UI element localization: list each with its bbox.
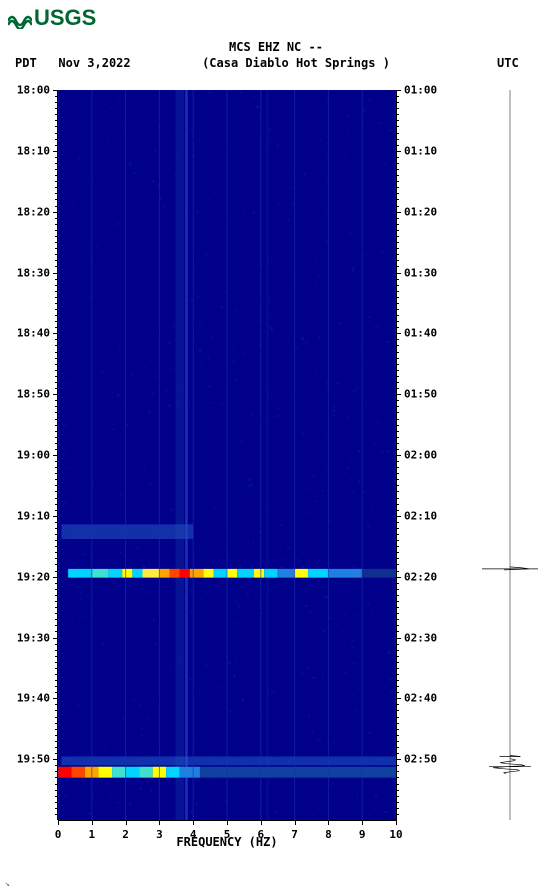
ytick-right-mark (396, 698, 401, 699)
y-axis-left: 18:0018:1018:2018:3018:4018:5019:0019:10… (0, 90, 58, 820)
ytick-right-mark (396, 151, 401, 152)
xtick-mark (362, 820, 363, 825)
ytick-left-mark (53, 333, 58, 334)
xtick-mark (295, 820, 296, 825)
xtick-mark (328, 820, 329, 825)
xtick-mark (227, 820, 228, 825)
ytick-right-mark (396, 394, 401, 395)
tz-left: PDT (15, 56, 37, 70)
ytick-left-mark (53, 212, 58, 213)
usgs-logo: USGS (8, 5, 96, 31)
ytick-left-mark (53, 394, 58, 395)
ytick-left-label: 19:00 (17, 449, 50, 462)
chart-title: MCS EHZ NC -- (0, 40, 552, 54)
ytick-right-mark (396, 273, 401, 274)
ytick-right-label: 02:20 (404, 570, 437, 583)
ytick-left-mark (53, 273, 58, 274)
ytick-left-label: 18:30 (17, 266, 50, 279)
ytick-left-label: 19:10 (17, 509, 50, 522)
ytick-right-mark (396, 455, 401, 456)
ytick-left-label: 19:30 (17, 631, 50, 644)
seismogram-side-panel (475, 90, 545, 820)
station-name: (Casa Diablo Hot Springs ) (135, 56, 497, 70)
wave-icon (8, 7, 32, 29)
xtick-mark (193, 820, 194, 825)
ytick-right-label: 01:30 (404, 266, 437, 279)
ytick-right-mark (396, 212, 401, 213)
ytick-left-label: 19:20 (17, 570, 50, 583)
ytick-left-mark (53, 455, 58, 456)
ytick-right-label: 01:20 (404, 205, 437, 218)
side-trace-canvas (475, 90, 545, 820)
logo-text: USGS (34, 5, 96, 31)
tz-right: UTC (497, 56, 537, 70)
ytick-left-label: 18:50 (17, 388, 50, 401)
ytick-right-label: 01:40 (404, 327, 437, 340)
xtick-mark (261, 820, 262, 825)
ytick-right-label: 01:50 (404, 388, 437, 401)
ytick-left-mark (53, 90, 58, 91)
chart-header: MCS EHZ NC -- PDT Nov 3,2022 (Casa Diabl… (0, 40, 552, 70)
ytick-right-mark (396, 516, 401, 517)
ytick-right-label: 01:10 (404, 144, 437, 157)
ytick-right-mark (396, 638, 401, 639)
header-date: Nov 3,2022 (58, 56, 130, 70)
ytick-left-mark (53, 151, 58, 152)
ytick-left-label: 18:00 (17, 84, 50, 97)
ytick-left-mark (53, 759, 58, 760)
ytick-left-mark (53, 698, 58, 699)
xtick-mark (58, 820, 59, 825)
ytick-left-mark (53, 577, 58, 578)
ytick-right-mark (396, 759, 401, 760)
x-axis-label: FREQUENCY (HZ) (58, 835, 396, 849)
spectrogram-plot (58, 90, 396, 820)
ytick-left-label: 19:50 (17, 753, 50, 766)
xtick-mark (396, 820, 397, 825)
ytick-right-label: 02:00 (404, 449, 437, 462)
xtick-mark (126, 820, 127, 825)
ytick-right-mark (396, 577, 401, 578)
ytick-left-label: 18:40 (17, 327, 50, 340)
ytick-right-label: 02:50 (404, 753, 437, 766)
ytick-left-mark (53, 516, 58, 517)
ytick-left-mark (53, 638, 58, 639)
ytick-right-label: 02:40 (404, 692, 437, 705)
ytick-right-label: 02:10 (404, 509, 437, 522)
xtick-mark (159, 820, 160, 825)
ytick-left-label: 18:20 (17, 205, 50, 218)
ytick-right-label: 01:00 (404, 84, 437, 97)
xtick-mark (92, 820, 93, 825)
ytick-left-label: 19:40 (17, 692, 50, 705)
y-axis-right: 01:0001:1001:2001:3001:4001:5002:0002:10… (396, 90, 456, 820)
ytick-right-mark (396, 333, 401, 334)
spectrogram-canvas (58, 90, 396, 820)
ytick-right-mark (396, 90, 401, 91)
footer-mark: ↘ (5, 879, 10, 888)
ytick-left-label: 18:10 (17, 144, 50, 157)
ytick-right-label: 02:30 (404, 631, 437, 644)
